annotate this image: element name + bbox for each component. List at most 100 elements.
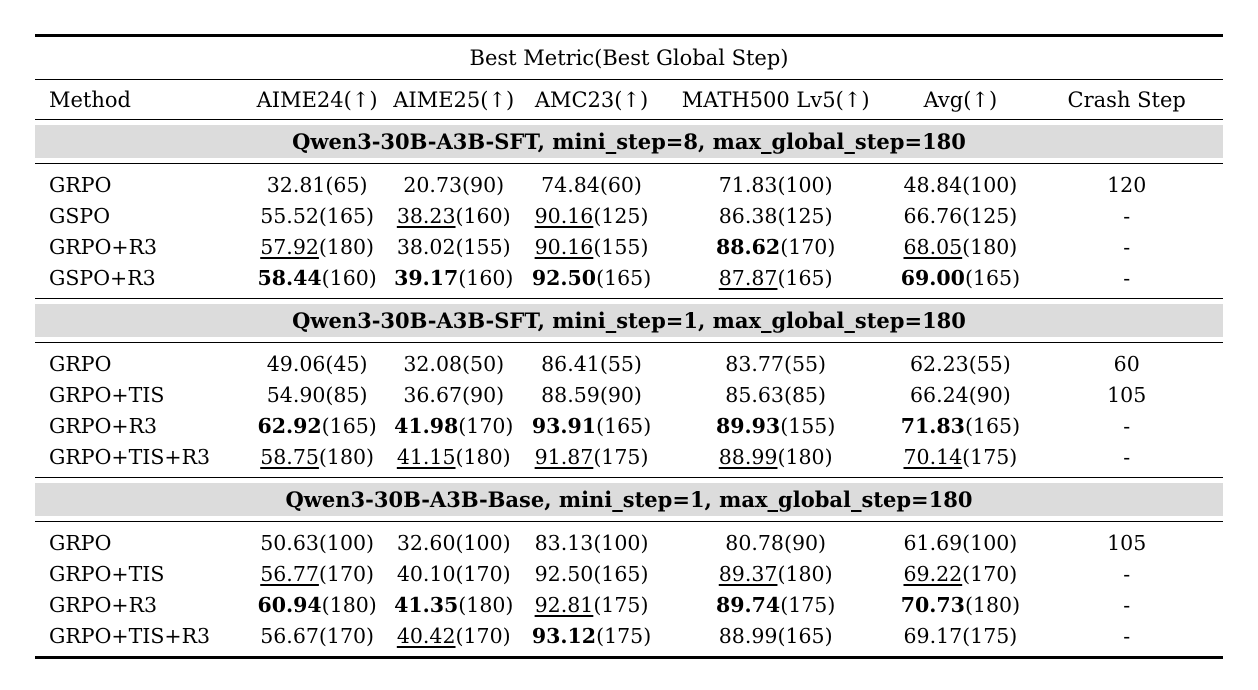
metric-cell-aime25: 41.98(170)	[385, 414, 522, 438]
metric-value: 71.83	[718, 172, 778, 197]
metric-value: 71.83	[900, 413, 965, 438]
metric-cell-avg: 70.73(180)	[890, 593, 1030, 617]
metric-cell-aime24: 54.90(85)	[249, 383, 386, 407]
metric-value: 56.77	[260, 561, 319, 586]
section-rule	[35, 521, 1223, 522]
section-band-title: Qwen3-30B-A3B-SFT, mini_step=8, max_glob…	[292, 129, 966, 154]
metric-value: 55.52	[260, 203, 319, 228]
metric-value: 83.13	[534, 530, 594, 555]
metric-step: (125)	[593, 203, 649, 228]
method-cell: GRPO+TIS	[49, 382, 165, 407]
method-cell: GRPO	[49, 351, 112, 376]
metric-step: (90)	[968, 382, 1011, 407]
metric-cell-amc23: 92.81(175)	[522, 593, 661, 617]
metric-value: 48.84	[903, 172, 963, 197]
metric-value: 92.81	[534, 592, 594, 617]
metric-value: 36.67	[403, 382, 463, 407]
metric-step: (55)	[783, 351, 827, 376]
crash-step-cell: -	[1123, 234, 1131, 259]
metric-step: (155)	[455, 234, 511, 259]
method-cell: GRPO	[49, 172, 112, 197]
metric-step: (170)	[962, 561, 1018, 586]
column-header-aime25: AIME25(↑)	[393, 87, 515, 112]
metric-cell-aime25: 32.60(100)	[385, 531, 522, 555]
metric-step: (45)	[325, 351, 368, 376]
metric-cell-amc23: 90.16(155)	[522, 235, 661, 259]
metric-value: 86.38	[718, 203, 778, 228]
metric-cell-aime25: 41.15(180)	[385, 445, 522, 469]
section-band: Qwen3-30B-A3B-SFT, mini_step=1, max_glob…	[35, 304, 1223, 337]
column-header-aime24: AIME24(↑)	[256, 87, 378, 112]
metric-step: (85)	[325, 382, 368, 407]
metric-cell-avg: 71.83(165)	[890, 414, 1030, 438]
metric-value: 60.94	[257, 592, 322, 617]
table-row: GSPO 55.52(165) 38.23(160) 90.16(125) 86.38(…	[35, 200, 1223, 231]
metric-step: (180)	[962, 234, 1018, 259]
method-cell: GRPO+TIS	[49, 561, 165, 586]
metric-step: (155)	[780, 413, 836, 438]
metric-value: 69.00	[900, 265, 965, 290]
metric-step: (90)	[783, 530, 827, 555]
metric-value: 83.77	[725, 351, 784, 376]
metric-step: (55)	[968, 351, 1011, 376]
metric-cell-math500-lv5: 86.38(125)	[661, 204, 890, 228]
section-band: Qwen3-30B-A3B-SFT, mini_step=8, max_glob…	[35, 125, 1223, 158]
metric-step: (175)	[962, 444, 1018, 469]
metric-value: 61.69	[903, 530, 963, 555]
metric-value: 62.23	[910, 351, 969, 376]
metric-value: 89.74	[716, 592, 781, 617]
metric-value: 69.17	[903, 623, 963, 648]
metric-step: (125)	[777, 203, 833, 228]
metric-value: 38.02	[396, 234, 456, 259]
metric-step: (100)	[318, 530, 375, 555]
metric-value: 68.05	[903, 234, 963, 259]
metric-cell-math500-lv5: 80.78(90)	[661, 531, 890, 555]
metric-step: (180)	[318, 234, 375, 259]
metric-cell-amc23: 92.50(165)	[522, 266, 661, 290]
crash-step-cell: 120	[1107, 172, 1147, 197]
section-rule	[35, 298, 1223, 299]
metric-value: 58.44	[257, 265, 322, 290]
metric-step: (165)	[321, 413, 377, 438]
metric-cell-amc23: 74.84(60)	[522, 173, 661, 197]
method-cell: GRPO+R3	[49, 413, 158, 438]
metric-value: 93.12	[531, 623, 597, 648]
crash-step-cell: -	[1123, 265, 1131, 290]
column-header-row: Method AIME24(↑) AIME25(↑) AMC23(↑) MATH500 …	[35, 80, 1223, 119]
metric-step: (90)	[462, 382, 505, 407]
column-header-avg: Avg(↑)	[923, 87, 998, 112]
metric-step: (165)	[593, 561, 649, 586]
metric-cell-aime25: 40.42(170)	[385, 624, 522, 648]
column-header-method: Method	[49, 87, 131, 112]
metric-cell-amc23: 86.41(55)	[522, 352, 661, 376]
crash-step-cell: -	[1123, 592, 1131, 617]
metric-step: (180)	[318, 444, 375, 469]
metric-cell-math500-lv5: 89.37(180)	[661, 562, 890, 586]
metric-cell-avg: 62.23(55)	[890, 352, 1030, 376]
metric-value: 70.14	[903, 444, 963, 469]
results-table: Best Metric(Best Global Step) Method AIME…	[35, 34, 1223, 659]
metric-value: 90.16	[534, 203, 594, 228]
metric-value: 69.22	[903, 561, 963, 586]
metric-step: (100)	[962, 172, 1018, 197]
method-cell: GRPO+R3	[49, 234, 158, 259]
column-header-crash-step: Crash Step	[1067, 87, 1186, 112]
table-row: GRPO+TIS 54.90(85) 36.67(90) 88.59(90) 85.63…	[35, 379, 1223, 410]
metric-step: (180)	[964, 592, 1021, 617]
metric-step: (160)	[455, 203, 511, 228]
metric-cell-aime25: 20.73(90)	[385, 173, 522, 197]
metric-step: (175)	[593, 444, 649, 469]
metric-value: 88.99	[718, 623, 778, 648]
metric-cell-aime25: 38.02(155)	[385, 235, 522, 259]
section-band-title: Qwen3-30B-A3B-SFT, mini_step=1, max_glob…	[292, 308, 966, 333]
metric-step: (165)	[777, 265, 833, 290]
crash-step-cell: 105	[1107, 382, 1147, 407]
metric-cell-amc23: 90.16(125)	[522, 204, 661, 228]
metric-step: (170)	[455, 623, 511, 648]
metric-step: (55)	[599, 351, 642, 376]
metric-value: 89.37	[718, 561, 778, 586]
metric-step: (170)	[455, 561, 511, 586]
metric-step: (165)	[596, 265, 652, 290]
metric-step: (160)	[321, 265, 377, 290]
metric-value: 74.84	[541, 172, 600, 197]
